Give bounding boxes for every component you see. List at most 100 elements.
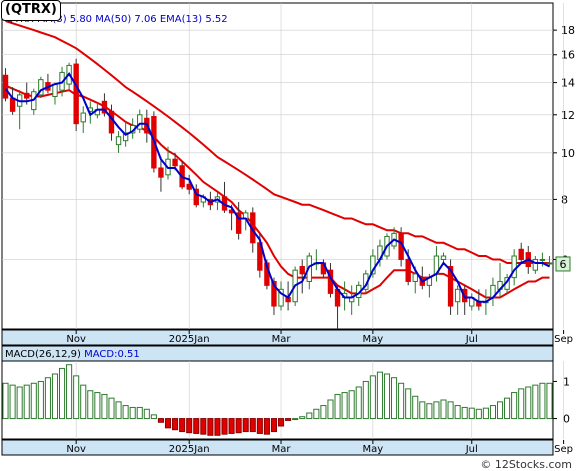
candle [447,259,454,315]
candle-body [122,132,129,142]
price-tick-label: 18 [561,24,575,37]
price-tick-label: 10 [561,147,575,160]
macd-bar [461,406,468,420]
macd-legend: MACD(26,12,9) MACD:0.51 [5,349,140,360]
macd-bar [334,393,341,420]
macd-bar [306,412,313,420]
macd-bar [249,418,256,433]
candle [186,174,192,195]
candle-body [80,112,86,123]
macd-bar [313,408,320,420]
candle [101,93,108,117]
date-axis-upper: Nov 2025Jan Mar May Jul Sep [1,329,573,346]
candle-body [440,255,447,260]
macd-title: MACD(26,12,9) [5,349,81,360]
macd-bar [383,373,391,420]
date-axis-lower: Nov 2025Jan Mar May Jul Sep [1,439,573,456]
candle [235,202,242,240]
macd-bar [525,386,532,420]
ma3-line [4,72,550,303]
price-panel: 6810121416186QTRX MA(3) 5.80 MA(50) 7.06… [1,2,575,330]
price-tick-label: 12 [561,109,575,122]
watermark: © 12Stocks.com [480,458,572,471]
macd-bar [200,418,207,435]
macd-bar [2,382,9,420]
date-bar-bg [1,329,554,346]
macd-bar [475,408,482,420]
macd-bar [80,384,87,420]
macd-bar [228,418,235,434]
macd-bar [419,401,426,420]
candle-body [2,74,9,99]
candle [158,157,164,192]
candle-body [52,83,58,97]
candle [299,259,305,294]
macd-bar [242,418,249,433]
macd-bar [348,390,355,420]
legend-item: EMA(13) 5.52 [157,14,228,25]
date-tick-label: Mar [272,444,292,455]
macd-bar [73,375,80,420]
candle-body [299,266,305,275]
macd-bar [186,418,193,434]
candle [539,252,546,267]
legend-item: MA(3) 5.80 [34,14,92,25]
macd-bar [115,401,122,420]
macd-bar [355,386,362,420]
candle-body [193,188,199,206]
current-price-tag [555,256,571,272]
macd-bar [122,405,129,420]
candle [80,106,86,133]
macd-bar [30,382,37,420]
ticker-title: (QTRX) [1,0,61,21]
macd-bar [66,364,73,420]
macd-bar [376,371,383,420]
date-tick-label: May [363,334,384,345]
macd-bar [504,397,511,420]
macd-bar [532,384,539,420]
date-tick-label: May [363,444,384,455]
macd-bar [447,401,454,420]
macd-bar [496,401,504,420]
macd-bar [292,418,299,421]
macd-bar [398,382,405,420]
price-tick-label: 14 [561,77,575,90]
candle [137,109,143,133]
macd-bar [256,418,263,434]
candle-body [546,262,553,265]
macd-bar [518,388,525,420]
candle [518,242,524,263]
date-tick-label: Nov [66,334,86,345]
macd-bar [101,393,108,420]
candle-body [172,158,178,167]
candle [454,285,461,315]
candle-body [278,288,284,307]
macd-bar [94,392,101,420]
candle-body [38,79,44,96]
macd-bar [369,375,376,420]
macd-bar [405,388,412,420]
macd-bar [157,418,164,423]
date-tick-label: Sep [554,334,573,345]
candle-body [73,63,79,125]
macd-bar [285,418,292,421]
ma50-line [5,20,550,264]
macd-bar [143,408,150,420]
macd-bar [150,414,157,420]
macd-bar [221,418,228,435]
macd-bar [440,399,447,420]
macd-bar [299,416,306,420]
candle-body [454,288,461,303]
macd-bar [320,405,327,420]
candle-body [271,280,277,307]
price-tick-label: 16 [561,49,575,62]
macd-bar [129,406,136,420]
macd-bar [193,418,200,434]
macd-bar [87,390,94,420]
macd-tick-label: 1 [563,375,570,388]
candle [370,249,376,278]
macd-bar [454,405,461,420]
macd-bar [341,392,348,420]
